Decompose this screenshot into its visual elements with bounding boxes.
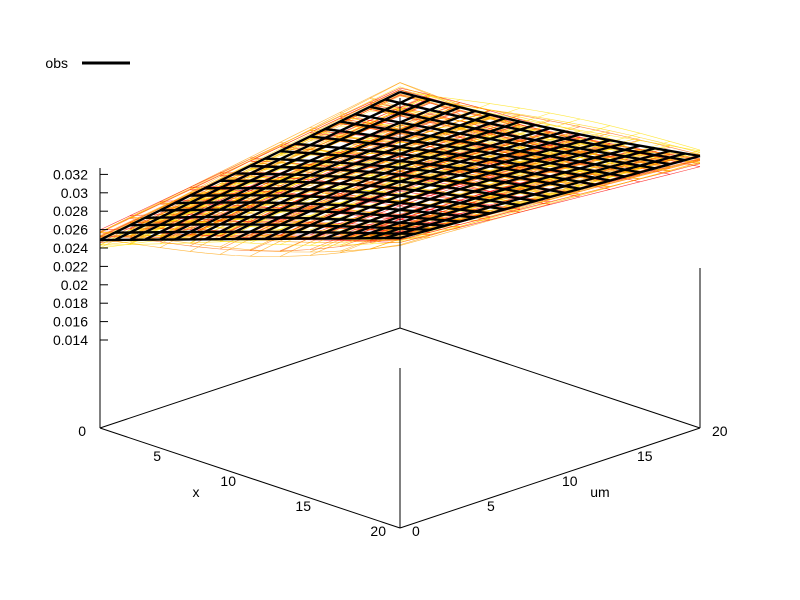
obs-surface-line <box>339 120 641 174</box>
back-x-axis-line <box>399 327 701 429</box>
legend-label-obs: obs <box>45 55 68 71</box>
y-tick-label: 15 <box>637 448 653 464</box>
x-tick-label: 20 <box>370 523 386 539</box>
ensemble-mesh-line <box>369 107 671 169</box>
obs-surface-line <box>354 147 656 240</box>
legend: obs <box>45 55 130 71</box>
obs-surface-line <box>369 105 671 166</box>
x-tick-label: 10 <box>220 473 236 489</box>
x-tick-label: 0 <box>78 423 86 439</box>
obs-surface-line <box>309 139 611 240</box>
obs-surface-line <box>279 150 581 190</box>
labels-layer: 0.014 0.016 0.018 0.02 0.022 0.024 0.026 0.028 0… <box>53 166 728 539</box>
obs-surface-line <box>399 154 701 240</box>
z-tick-label: 0.024 <box>53 240 88 256</box>
z-tick-label: 0.018 <box>53 295 88 311</box>
x-axis-line <box>99 427 401 529</box>
z-tick-label: 0.026 <box>53 222 88 238</box>
axes-layer <box>99 98 701 529</box>
y-tick-label: 0 <box>412 523 420 539</box>
obs-surface-line <box>354 113 656 170</box>
y-tick-label: 5 <box>487 498 495 514</box>
ensemble-mesh-line <box>399 91 701 151</box>
back-y-axis-line <box>99 327 401 429</box>
obs-surface-line <box>294 142 596 186</box>
obs-surface-line <box>384 152 686 240</box>
ensemble-mesh-line <box>399 93 701 161</box>
z-tick-label: 0.03 <box>61 185 88 201</box>
obs-surface-line <box>384 98 686 162</box>
obs-surface-line <box>324 141 626 240</box>
y-tick-label: 20 <box>712 423 728 439</box>
obs-surface-layer <box>99 90 701 242</box>
obs-surface-line <box>369 149 671 240</box>
ensemble-mesh-line <box>399 163 701 241</box>
obs-surface-line <box>309 135 611 182</box>
x-axis-title: x <box>193 484 200 500</box>
obs-surface-line <box>294 136 596 240</box>
obs-surface-line <box>264 157 566 195</box>
obs-surface-line <box>339 144 641 240</box>
z-tick-label: 0.016 <box>53 314 88 330</box>
obs-surface-line <box>399 90 701 158</box>
x-tick-label: 15 <box>295 498 311 514</box>
ensemble-mesh-line <box>399 162 701 243</box>
y-tick-label: 10 <box>562 473 578 489</box>
z-tick-label: 0.022 <box>53 258 88 274</box>
obs-surface-line <box>324 127 626 178</box>
z-tick-label: 0.02 <box>61 277 88 293</box>
z-tick-label: 0.014 <box>53 332 88 348</box>
obs-surface-line <box>249 164 551 199</box>
z-tick-label: 0.028 <box>53 203 88 219</box>
y-axis-title: um <box>590 484 609 500</box>
obs-surface-line <box>264 130 566 240</box>
x-tick-label: 5 <box>153 448 161 464</box>
obs-surface-line <box>279 133 581 240</box>
y-axis-line <box>399 427 701 529</box>
z-tick-label: 0.032 <box>53 166 88 182</box>
